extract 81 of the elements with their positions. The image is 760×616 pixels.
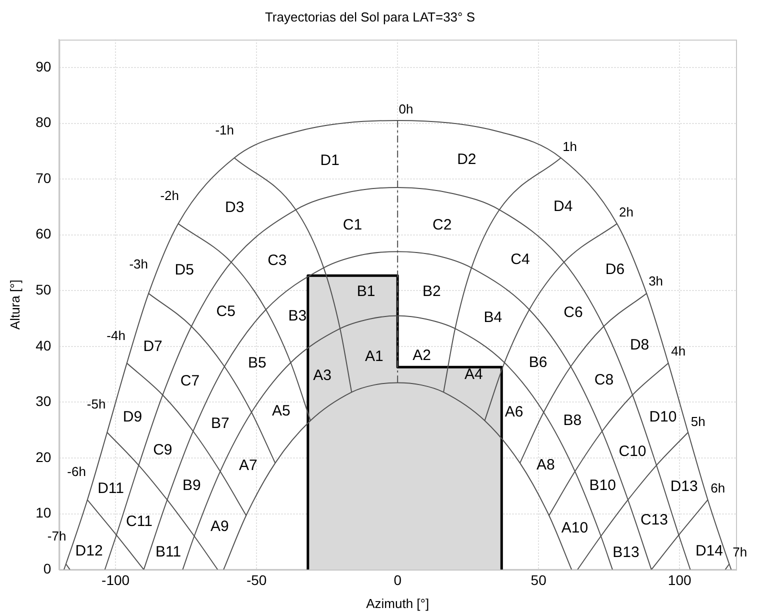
annotation: C10 bbox=[618, 443, 646, 460]
x-axis-title: Azimuth [°] bbox=[366, 596, 430, 611]
x-tick-label: 50 bbox=[530, 572, 547, 588]
y-tick-label: 40 bbox=[36, 337, 52, 354]
annotation: A7 bbox=[238, 456, 258, 474]
y-tick-label: 0 bbox=[43, 560, 52, 576]
y-tick-label: 30 bbox=[36, 393, 52, 410]
annotation: A1 bbox=[365, 348, 384, 366]
annotation: D8 bbox=[630, 336, 650, 354]
annotation: 1h bbox=[562, 138, 578, 154]
annotation: -1h bbox=[215, 122, 234, 138]
annotation: B6 bbox=[528, 354, 548, 371]
y-tick-label: 80 bbox=[36, 114, 52, 130]
annotation: A9 bbox=[210, 518, 229, 535]
annotation: -6h bbox=[67, 464, 86, 480]
y-tick-label: 70 bbox=[36, 170, 52, 186]
annotation: C8 bbox=[594, 372, 614, 389]
annotation: D2 bbox=[457, 151, 476, 168]
annotation: C3 bbox=[268, 252, 287, 270]
annotation: A2 bbox=[412, 347, 432, 364]
annotation: D9 bbox=[122, 408, 142, 426]
annotation: 0h bbox=[398, 101, 414, 116]
y-tick-label: 90 bbox=[36, 58, 52, 74]
annotation: D11 bbox=[98, 480, 124, 497]
chart-title: Trayectorias del Sol para LAT=33° S bbox=[264, 9, 476, 24]
annotation: A6 bbox=[504, 403, 524, 420]
annotation: D1 bbox=[320, 152, 340, 169]
annotation: C11 bbox=[126, 512, 152, 530]
y-tick-label: 20 bbox=[36, 448, 52, 465]
annotation: D13 bbox=[670, 478, 698, 496]
x-tick-label: -50 bbox=[246, 572, 267, 588]
x-tick-label: 100 bbox=[668, 572, 692, 588]
annotation: A3 bbox=[313, 367, 332, 384]
annotation: B7 bbox=[211, 415, 230, 432]
annotation: 6h bbox=[710, 480, 726, 496]
y-tick-label: 10 bbox=[36, 504, 52, 521]
y-tick-label: 60 bbox=[36, 226, 52, 242]
annotation: A10 bbox=[561, 519, 588, 536]
annotation: B13 bbox=[612, 544, 640, 562]
annotation: D7 bbox=[143, 338, 162, 356]
annotation: A5 bbox=[272, 402, 290, 420]
annotation: B8 bbox=[563, 412, 582, 429]
annotation: C13 bbox=[640, 512, 668, 529]
annotation: 4h bbox=[671, 344, 686, 359]
annotation: B10 bbox=[589, 477, 616, 494]
annotation: D4 bbox=[554, 198, 573, 216]
annotation: 7h bbox=[732, 544, 748, 560]
annotation: B4 bbox=[484, 309, 502, 326]
annotation: B2 bbox=[422, 282, 441, 300]
y-tick-label: 50 bbox=[36, 282, 52, 298]
annotation: D3 bbox=[224, 199, 244, 216]
annotation: C2 bbox=[432, 216, 452, 234]
annotation: C4 bbox=[510, 251, 530, 268]
annotation: D5 bbox=[174, 262, 194, 279]
annotation: 3h bbox=[648, 273, 664, 288]
x-tick-label: 0 bbox=[394, 572, 402, 588]
annotation: D6 bbox=[605, 261, 625, 278]
annotation: C1 bbox=[342, 216, 362, 234]
annotation: A8 bbox=[536, 456, 555, 474]
annotation: C9 bbox=[153, 441, 172, 458]
annotation: -5h bbox=[86, 396, 106, 412]
annotation: B3 bbox=[288, 307, 307, 324]
annotation: D12 bbox=[75, 542, 103, 560]
annotation: D14 bbox=[695, 542, 723, 560]
annotation: C5 bbox=[216, 302, 236, 320]
annotation: -4h bbox=[106, 328, 126, 343]
annotation: -2h bbox=[160, 188, 180, 203]
y-axis-title: Altura [°] bbox=[7, 280, 22, 330]
annotation: B5 bbox=[248, 354, 266, 372]
annotation: 5h bbox=[690, 414, 706, 429]
x-tick-label: -100 bbox=[102, 572, 130, 588]
annotation: -7h bbox=[47, 528, 66, 544]
annotation: D10 bbox=[649, 408, 677, 426]
annotation: A4 bbox=[464, 366, 483, 384]
annotation: B1 bbox=[356, 282, 376, 300]
annotation: -3h bbox=[129, 256, 148, 272]
annotation: C6 bbox=[564, 304, 583, 322]
annotation: C7 bbox=[180, 372, 200, 390]
annotation: 2h bbox=[618, 204, 634, 220]
annotation: B9 bbox=[182, 477, 201, 494]
annotation: B11 bbox=[156, 543, 182, 560]
